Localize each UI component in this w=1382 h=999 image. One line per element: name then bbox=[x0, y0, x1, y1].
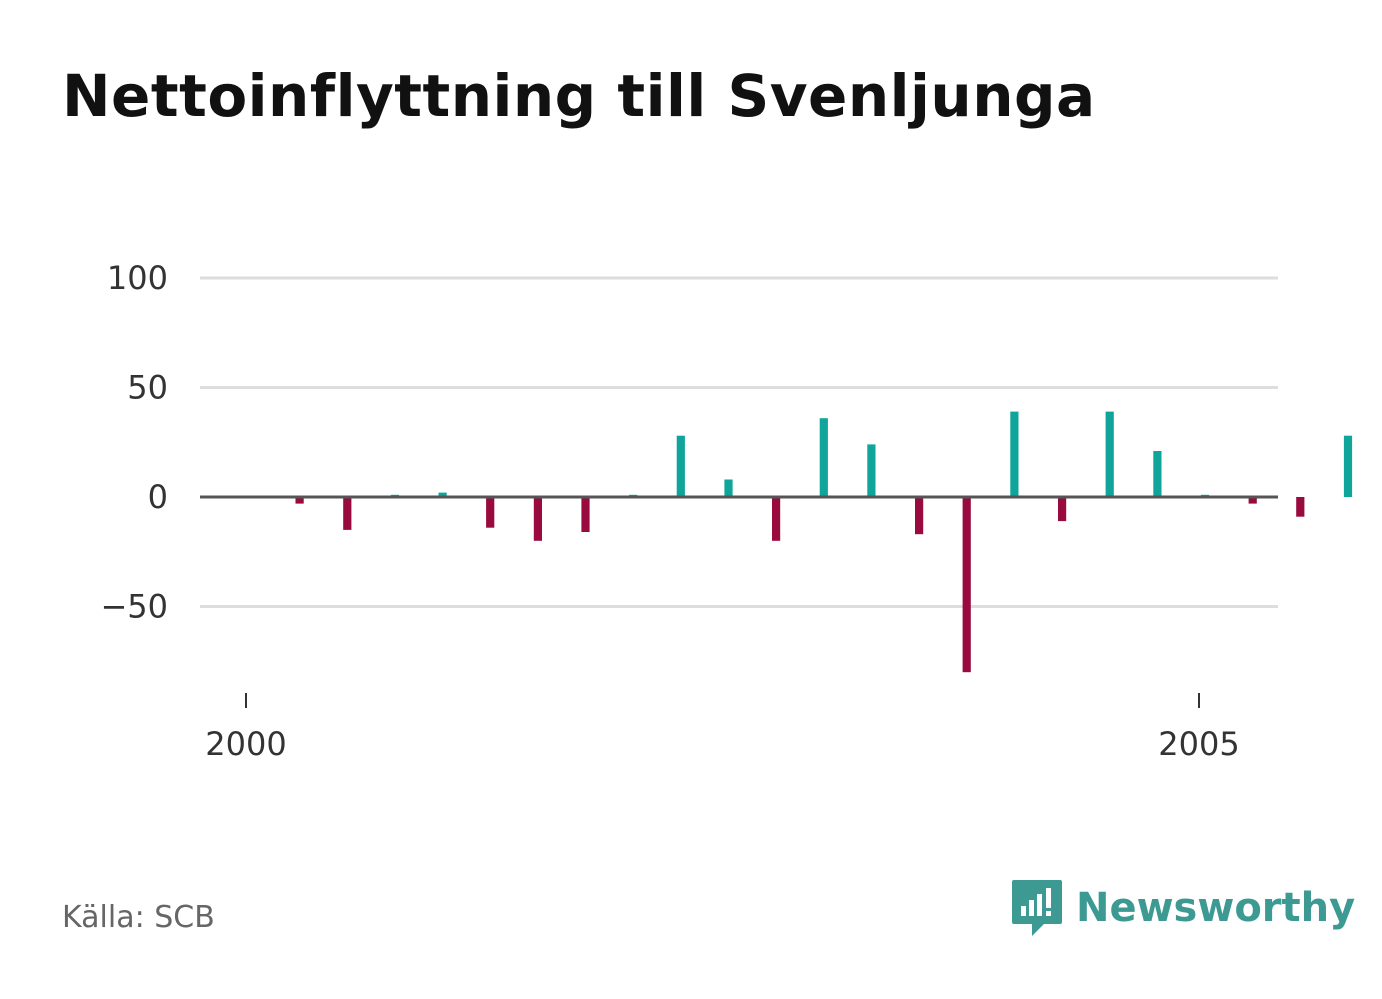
newsworthy-logo-icon bbox=[1012, 880, 1062, 936]
chart-title: Nettoinflyttning till Svenljunga bbox=[62, 62, 1096, 130]
bar-negative bbox=[915, 497, 924, 535]
bar-negative bbox=[962, 497, 971, 673]
bar-negative bbox=[343, 497, 352, 530]
bar-negative bbox=[581, 497, 590, 532]
y-tick-label: 100 bbox=[107, 259, 168, 297]
brand-name: Newsworthy bbox=[1076, 885, 1356, 931]
y-tick-label: 50 bbox=[127, 369, 168, 407]
bar-negative bbox=[486, 497, 495, 528]
grid-lines bbox=[200, 276, 1278, 608]
bar-negative bbox=[1296, 497, 1305, 517]
bar-positive bbox=[867, 444, 876, 497]
bar-positive bbox=[724, 479, 733, 497]
bar-negative bbox=[1058, 497, 1067, 522]
bar-positive bbox=[1343, 435, 1353, 497]
bar-positive bbox=[1105, 411, 1114, 497]
x-tick-label: 2000 bbox=[205, 725, 286, 763]
bars bbox=[295, 411, 1353, 673]
y-tick-label: 0 bbox=[148, 478, 168, 516]
bar-negative bbox=[533, 497, 542, 541]
bar-positive bbox=[819, 418, 828, 497]
bar-negative bbox=[772, 497, 781, 541]
source-label: Källa: SCB bbox=[62, 900, 215, 935]
bar-negative bbox=[1248, 497, 1257, 504]
bar-positive bbox=[438, 492, 447, 497]
brand-logo: Newsworthy bbox=[1010, 878, 1355, 938]
bar-positive bbox=[1153, 451, 1162, 497]
bar-negative bbox=[295, 497, 304, 504]
y-tick-label: −50 bbox=[100, 588, 168, 626]
x-tick-label: 2005 bbox=[1158, 725, 1239, 763]
bar-positive bbox=[676, 435, 685, 497]
bar-positive bbox=[1010, 411, 1019, 497]
